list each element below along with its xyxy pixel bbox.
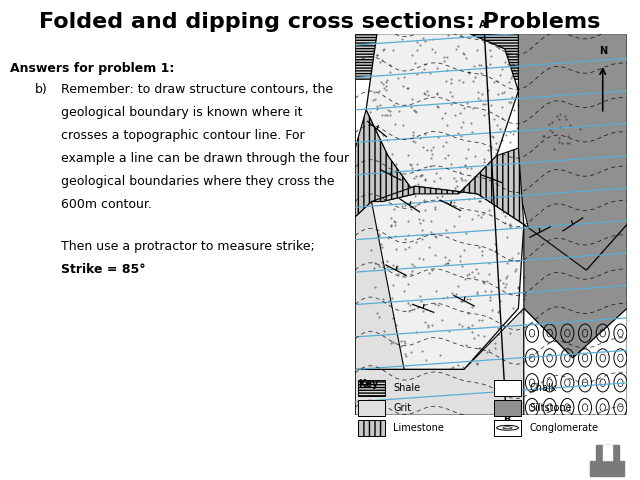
Text: Siltstone: Siltstone <box>529 403 572 413</box>
Text: B: B <box>503 415 511 425</box>
Bar <box>494 400 521 416</box>
Text: N: N <box>598 47 607 57</box>
Polygon shape <box>355 34 627 79</box>
Text: crosses a topographic contour line. For: crosses a topographic contour line. For <box>61 129 305 142</box>
Text: Shale: Shale <box>393 383 420 393</box>
Text: Remember: to draw structure contours, the: Remember: to draw structure contours, th… <box>61 83 333 96</box>
Text: Limestone: Limestone <box>393 423 444 433</box>
Text: example a line can be drawn through the four: example a line can be drawn through the … <box>61 152 349 165</box>
Text: Grit: Grit <box>393 403 412 413</box>
Bar <box>603 445 612 460</box>
Bar <box>358 400 385 416</box>
Text: Chalk: Chalk <box>529 383 557 393</box>
Polygon shape <box>355 308 524 415</box>
Text: UNIVERSITY OF LEEDS: UNIVERSITY OF LEEDS <box>461 452 640 467</box>
Text: 600m contour.: 600m contour. <box>61 198 152 211</box>
Text: School of Earth and Environment: School of Earth and Environment <box>10 452 292 467</box>
Polygon shape <box>524 102 595 156</box>
Text: geological boundaries where they cross the: geological boundaries where they cross t… <box>61 175 334 188</box>
Polygon shape <box>366 34 518 194</box>
Polygon shape <box>372 148 524 224</box>
Text: Then use a protractor to measure strike;: Then use a protractor to measure strike; <box>61 240 314 253</box>
Polygon shape <box>369 186 524 370</box>
Bar <box>358 420 385 436</box>
Bar <box>358 380 385 396</box>
Text: Conglomerate: Conglomerate <box>529 423 598 433</box>
Bar <box>618 461 624 476</box>
Polygon shape <box>524 308 627 415</box>
Polygon shape <box>518 34 627 270</box>
Text: A: A <box>479 20 486 30</box>
Bar <box>596 445 619 476</box>
Bar <box>494 420 521 436</box>
Polygon shape <box>355 110 415 217</box>
Polygon shape <box>355 202 404 370</box>
Bar <box>591 461 597 476</box>
Text: geological boundary is known where it: geological boundary is known where it <box>61 106 302 119</box>
Text: Answers for problem 1:: Answers for problem 1: <box>10 62 174 75</box>
Text: Folded and dipping cross sections: Problems: Folded and dipping cross sections: Probl… <box>39 12 601 32</box>
Text: b): b) <box>35 83 48 96</box>
Text: Strike = 85°: Strike = 85° <box>61 263 145 276</box>
Polygon shape <box>524 224 627 358</box>
Bar <box>494 380 521 396</box>
Text: Key: Key <box>358 379 378 389</box>
